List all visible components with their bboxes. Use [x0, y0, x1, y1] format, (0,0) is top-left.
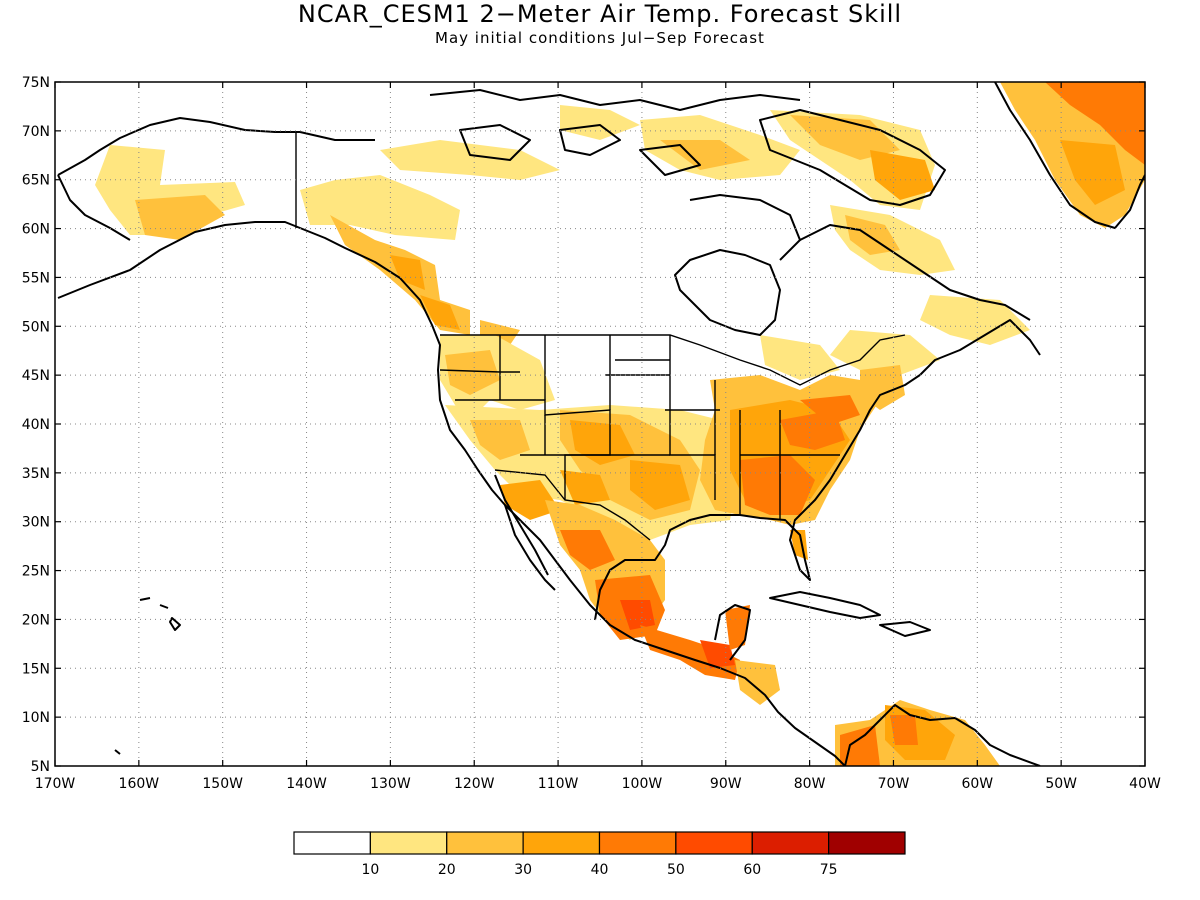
lon-label: 130W	[370, 776, 411, 792]
lon-label: 120W	[454, 776, 495, 792]
map-title: NCAR_CESM1 2−Meter Air Temp. Forecast Sk…	[297, 0, 903, 28]
legend-label: 30	[514, 862, 532, 878]
lat-label: 75N	[22, 75, 50, 91]
lat-label: 60N	[22, 222, 50, 238]
legend-swatch	[751, 831, 830, 855]
grid-lines	[55, 82, 1145, 766]
lon-label: 100W	[622, 776, 663, 792]
lon-label: 50W	[1045, 776, 1077, 792]
legend-swatch	[828, 831, 906, 855]
legend-label: 10	[361, 862, 379, 878]
lon-label: 110W	[538, 776, 579, 792]
lat-label: 50N	[22, 319, 50, 335]
color-legend: 10 20 30 40 50 60 75	[293, 831, 906, 878]
legend-swatch	[293, 831, 371, 855]
legend-swatch	[446, 831, 524, 855]
legend-label: 50	[667, 862, 685, 878]
lat-label: 25N	[22, 564, 50, 580]
lat-label: 5N	[31, 759, 50, 775]
legend-swatch	[598, 831, 677, 855]
lat-label: 55N	[22, 270, 50, 286]
lon-label: 70W	[878, 776, 910, 792]
lat-label: 45N	[22, 368, 50, 384]
legend-swatch	[675, 831, 753, 855]
lat-label: 10N	[22, 710, 50, 726]
lat-label: 65N	[22, 173, 50, 189]
lon-label: 60W	[961, 776, 993, 792]
lat-label: 35N	[22, 466, 50, 482]
lon-labels: 170W 160W 150W 140W 130W 120W 110W 100W 90W 80W 70…	[35, 82, 1161, 792]
legend-label: 75	[820, 862, 838, 878]
lat-label: 40N	[22, 417, 50, 433]
lat-label: 70N	[22, 124, 50, 140]
lat-label: 30N	[22, 515, 50, 531]
lon-label: 140W	[286, 776, 327, 792]
lon-label: 170W	[35, 776, 76, 792]
lat-labels: 75N 70N 65N 60N 55N 50N 45N 40N 35N 30N 25N 20N 15N 1…	[22, 75, 1145, 775]
lon-label: 80W	[794, 776, 826, 792]
map-subtitle: May initial conditions Jul−Sep Forecast	[435, 29, 765, 47]
legend-label: 40	[591, 862, 609, 878]
legend-label: 60	[743, 862, 761, 878]
lon-label: 90W	[710, 776, 742, 792]
legend-label: 20	[438, 862, 456, 878]
lon-label: 150W	[202, 776, 243, 792]
legend-swatch	[369, 831, 448, 855]
legend-swatch	[522, 831, 601, 855]
lat-label: 20N	[22, 612, 50, 628]
lon-label: 160W	[119, 776, 160, 792]
borders	[295, 132, 906, 541]
lat-label: 15N	[22, 661, 50, 677]
lon-label: 40W	[1129, 776, 1161, 792]
